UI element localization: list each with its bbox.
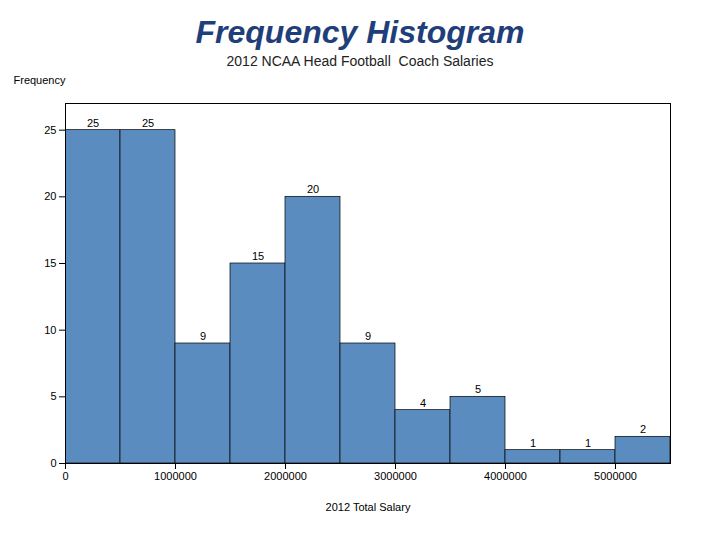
svg-text:1: 1 xyxy=(585,437,591,449)
svg-text:15: 15 xyxy=(252,250,264,262)
svg-text:25: 25 xyxy=(87,117,99,129)
svg-text:9: 9 xyxy=(200,330,206,342)
html-text:2012 NCAA Head Football Coach: 2012 NCAA Head Football Coach Salaries xyxy=(226,53,494,69)
svg-text:2000000: 2000000 xyxy=(264,470,307,482)
svg-text:20: 20 xyxy=(44,190,56,202)
svg-text:15: 15 xyxy=(44,257,56,269)
svg-text:5: 5 xyxy=(50,390,56,402)
svg-text:0: 0 xyxy=(50,457,56,469)
svg-text:4000000: 4000000 xyxy=(484,470,527,482)
svg-text:4: 4 xyxy=(420,397,426,409)
svg-text:2012 Total Salary: 2012 Total Salary xyxy=(326,501,411,513)
svg-text:9: 9 xyxy=(365,330,371,342)
svg-text:5000000: 5000000 xyxy=(594,470,637,482)
svg-text:Frequency: Frequency xyxy=(14,74,66,86)
svg-text:1000000: 1000000 xyxy=(154,470,197,482)
svg-text:2: 2 xyxy=(640,423,646,435)
html-text:Frequency Histogram: Frequency Histogram xyxy=(195,14,525,50)
svg-text:20: 20 xyxy=(307,183,319,195)
svg-text:3000000: 3000000 xyxy=(374,470,417,482)
svg-text:25: 25 xyxy=(44,124,56,136)
svg-text:10: 10 xyxy=(44,324,56,336)
svg-text:1: 1 xyxy=(530,437,536,449)
svg-text:5: 5 xyxy=(475,383,481,395)
svg-text:0: 0 xyxy=(62,470,68,482)
svg-text:25: 25 xyxy=(142,117,154,129)
